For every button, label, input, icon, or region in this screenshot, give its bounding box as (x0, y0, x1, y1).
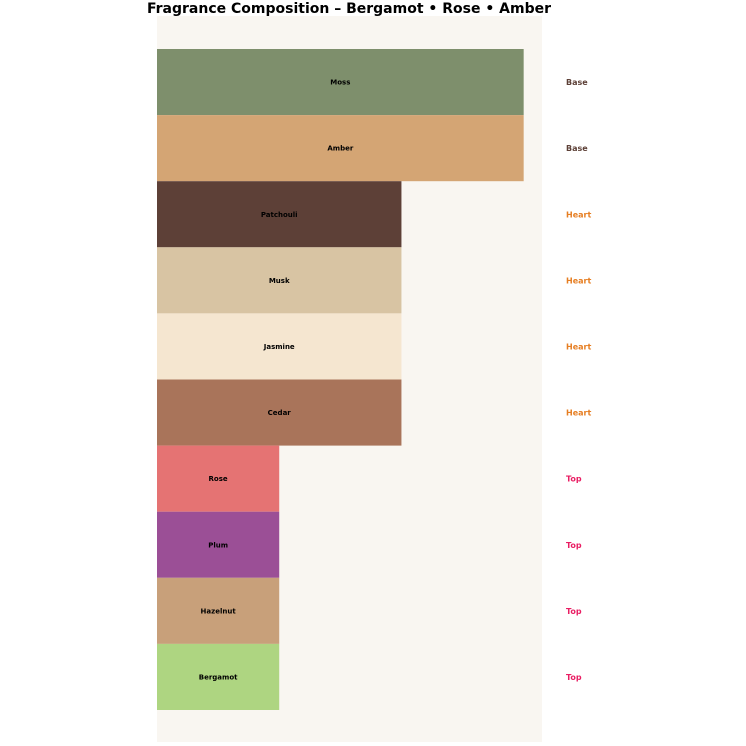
bar-label: Rose (209, 475, 228, 483)
bar-amber (157, 115, 524, 182)
note-label: Top (566, 673, 582, 682)
bar-label: Amber (327, 145, 353, 153)
bar-label: Jasmine (263, 343, 295, 351)
note-labels: Base Base Heart Heart Heart Heart Top Top Top Top (566, 78, 591, 682)
bar-hazelnut (157, 577, 280, 644)
note-label: Heart (566, 342, 591, 351)
bar-jasmine (157, 313, 402, 380)
note-label: Base (566, 78, 588, 87)
note-label: Heart (566, 409, 591, 418)
bar-labels: Moss Amber Patchouli Musk Jasmine Cedar Rose Pl… (199, 79, 354, 682)
bars (157, 49, 524, 710)
bar-musk (157, 247, 402, 314)
note-label: Heart (566, 276, 591, 285)
bar-moss (157, 49, 524, 116)
bar-label: Plum (208, 541, 228, 549)
bar-label: Patchouli (261, 211, 298, 219)
bar-label: Bergamot (199, 673, 238, 681)
note-label: Top (566, 607, 582, 616)
note-label: Top (566, 541, 582, 550)
bar-label: Moss (330, 79, 350, 87)
note-label: Base (566, 144, 588, 153)
bar-patchouli (157, 181, 402, 248)
bar-plum (157, 511, 280, 578)
bar-label: Musk (269, 277, 290, 285)
note-label: Heart (566, 210, 591, 219)
bar-bergamot (157, 643, 280, 710)
chart-title: Fragrance Composition – Bergamot • Rose … (147, 1, 551, 17)
bar-cedar (157, 379, 402, 446)
bar-label: Cedar (268, 409, 292, 417)
bar-rose (157, 445, 280, 512)
note-label: Top (566, 475, 582, 484)
bar-label: Hazelnut (201, 607, 237, 615)
